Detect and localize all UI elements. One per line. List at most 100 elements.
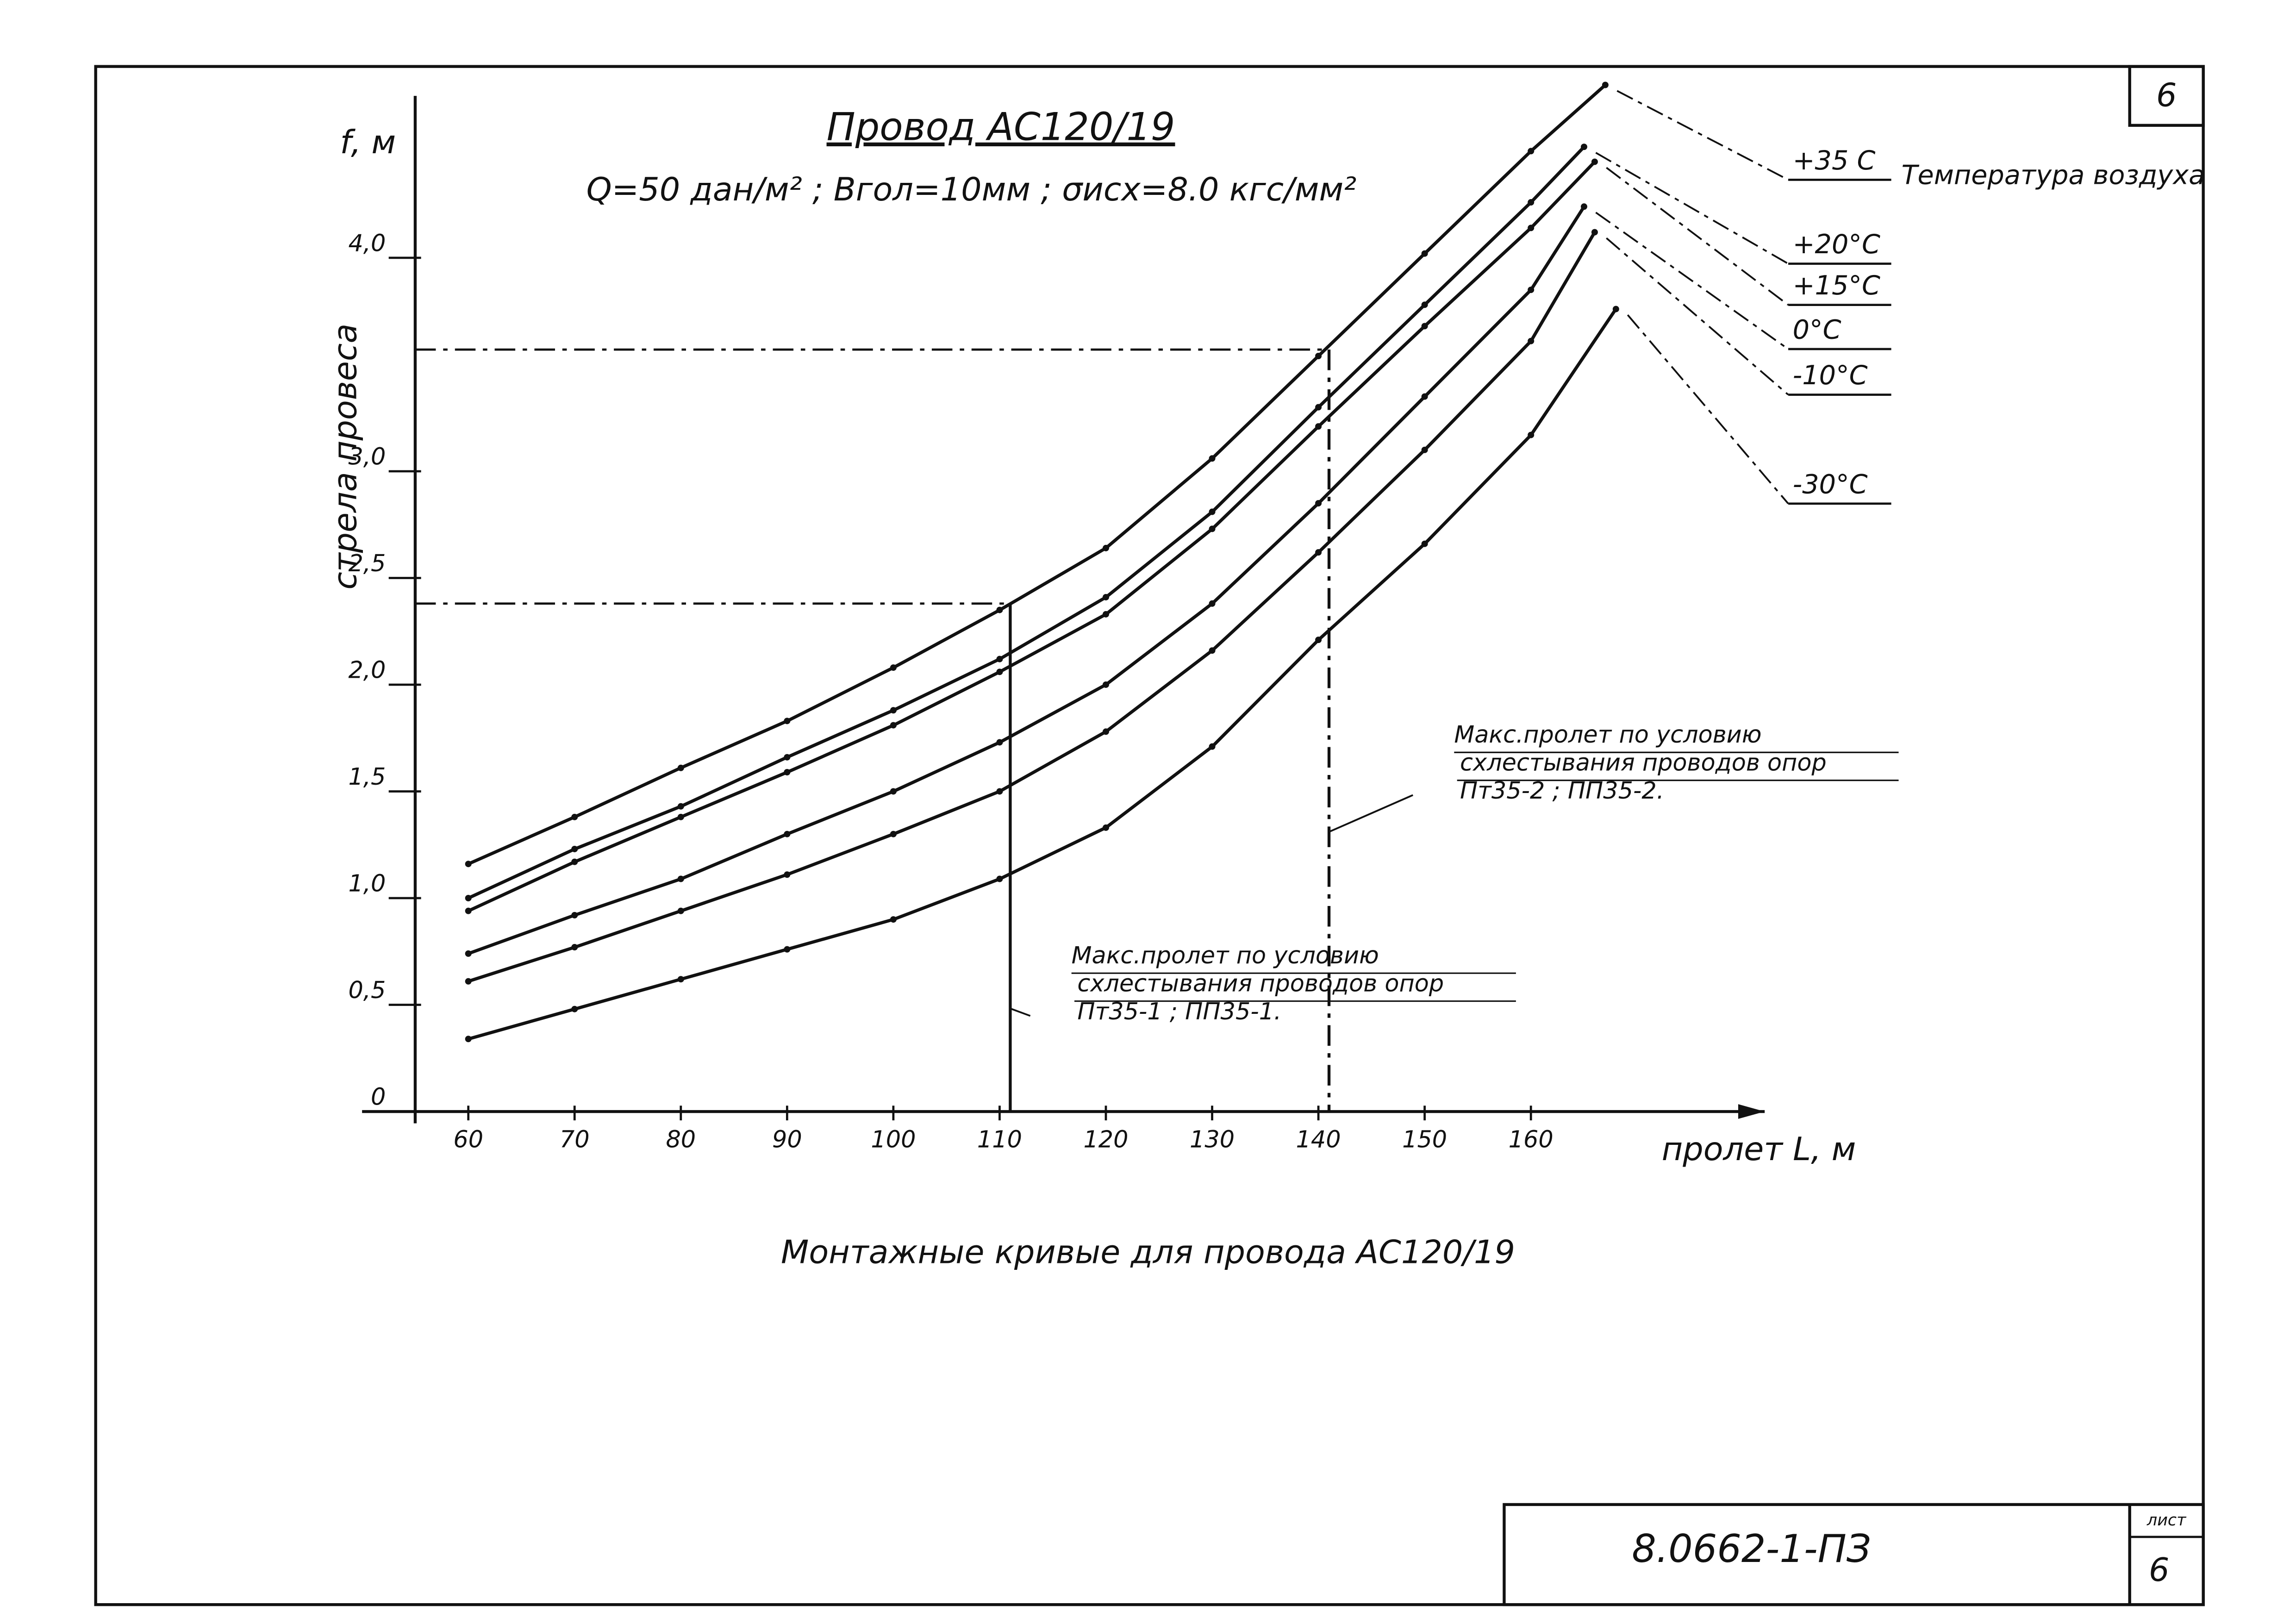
sheet-number: 6	[2156, 76, 2177, 114]
curve-point	[996, 875, 1003, 882]
legend-leader	[1616, 90, 1789, 181]
curve	[468, 231, 1596, 983]
legend-leader	[1595, 212, 1789, 350]
legend-title: Температура воздуха	[1902, 160, 2205, 191]
curve-point	[1580, 203, 1587, 210]
curve-point	[1591, 229, 1598, 236]
curve-point	[677, 813, 684, 820]
curve-point	[571, 845, 578, 852]
curve-point	[1103, 611, 1109, 618]
curve	[468, 145, 1585, 900]
legend-leader	[1606, 167, 1789, 306]
y-tick-label: 2,5	[348, 550, 386, 577]
curve-point	[1103, 824, 1109, 831]
curve-point	[1103, 681, 1109, 688]
curve-point	[677, 875, 684, 882]
legend-label: -30°С	[1793, 469, 1868, 500]
curve-point	[571, 858, 578, 865]
x-tick-label: 160	[1509, 1126, 1554, 1153]
curve-point	[465, 950, 472, 957]
curve-point	[890, 916, 897, 923]
curve-point	[1528, 337, 1535, 344]
curve-point	[1421, 393, 1428, 400]
curve-point	[1315, 637, 1322, 643]
curve	[468, 206, 1586, 956]
caption: Монтажные кривые для провода АС120/19	[781, 1233, 1515, 1271]
x-tick-label: 110	[977, 1126, 1022, 1153]
curve-point	[1209, 455, 1216, 462]
legend-leader	[1595, 152, 1789, 265]
y-unit: f, м	[340, 124, 396, 161]
sheet-number-box	[2128, 65, 2205, 127]
curve	[468, 84, 1607, 866]
stamp-code: 8.0662-1-ПЗ	[1632, 1527, 1871, 1571]
curve-point	[677, 976, 684, 983]
curve-point	[1421, 446, 1428, 453]
y-tick-label: 0,5	[348, 976, 386, 1004]
y-tick-label: 1,0	[348, 869, 386, 897]
chart-subtitle: Q=50 дан/м² ; Bгол=10мм ; σисх=8.0 кгс/м…	[586, 171, 1357, 208]
curve-point	[1209, 600, 1216, 607]
curve-point	[996, 668, 1003, 675]
y-tick-label: 4,0	[348, 229, 386, 256]
stamp-box	[1503, 1503, 2205, 1606]
curve-point	[1209, 647, 1216, 654]
curve-point	[1528, 225, 1535, 231]
curve-point	[1591, 158, 1598, 165]
annotation: Макс.пролет по условию схлестывания пров…	[1072, 942, 1452, 1025]
legend-leader	[1627, 314, 1789, 505]
curve-point	[1612, 306, 1619, 312]
legend-label: +35 С	[1793, 145, 1876, 176]
curve-point	[784, 718, 791, 725]
curve-point	[1103, 544, 1109, 551]
curve-point	[465, 978, 472, 985]
legend-leader	[1606, 237, 1789, 396]
curve	[468, 308, 1617, 1041]
curve-point	[890, 722, 897, 729]
curve-point	[571, 813, 578, 820]
stamp-sheet-label: лист	[2146, 1511, 2187, 1530]
curve-point	[996, 656, 1003, 662]
curve-point	[1528, 287, 1535, 294]
stamp-sheet: 6	[2149, 1551, 2170, 1589]
curve-point	[1528, 431, 1535, 438]
annotation-leader	[1329, 794, 1414, 833]
curve-point	[571, 912, 578, 918]
curve-point	[784, 831, 791, 837]
x-axis-label: пролет L, м	[1662, 1131, 1856, 1168]
curve-point	[1315, 500, 1322, 507]
curve-point	[571, 944, 578, 951]
curve-point	[1315, 353, 1322, 359]
curve-point	[1421, 250, 1428, 257]
y-tick-label: 1,5	[348, 763, 386, 790]
curve-point	[1602, 81, 1609, 88]
curve-point	[784, 946, 791, 953]
curve-point	[677, 803, 684, 810]
x-tick-label: 120	[1083, 1126, 1128, 1153]
curve-point	[1315, 404, 1322, 411]
x-axis-arrow	[1738, 1104, 1765, 1119]
y-tick-label: 2,0	[348, 656, 386, 683]
legend-label: -10°С	[1793, 360, 1868, 391]
curve-point	[465, 861, 472, 868]
curve-point	[996, 788, 1003, 795]
curve-point	[1528, 199, 1535, 206]
curve-point	[1209, 743, 1216, 750]
curve-point	[1421, 540, 1428, 547]
legend-label: 0°С	[1793, 315, 1841, 345]
x-tick-label: 150	[1402, 1126, 1447, 1153]
curve-point	[784, 769, 791, 775]
annotation-leader	[1010, 1007, 1031, 1017]
curve-point	[1209, 525, 1216, 532]
legend-label: +20°С	[1793, 229, 1880, 260]
x-tick-label: 100	[871, 1126, 916, 1153]
legend-label: +15°С	[1793, 270, 1880, 301]
x-tick-label: 90	[772, 1126, 802, 1153]
curve-point	[1528, 148, 1535, 155]
curve-point	[996, 606, 1003, 613]
curve-point	[1103, 728, 1109, 735]
curve-point	[571, 1006, 578, 1012]
curve-point	[784, 754, 791, 761]
curve-point	[1580, 144, 1587, 150]
